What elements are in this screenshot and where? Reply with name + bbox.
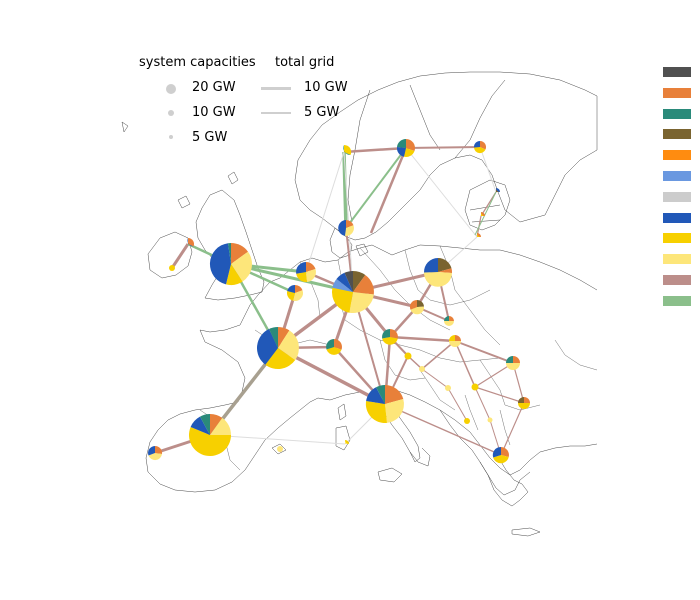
- dc-no-nl: [305, 151, 345, 273]
- line-rs-bg: [474, 386, 525, 404]
- node-hr: [419, 366, 425, 372]
- sweden-border: [347, 84, 441, 223]
- scandinavia-outline: [294, 71, 598, 241]
- carrier-swatch: [663, 191, 691, 202]
- carrier-swatch: [663, 233, 691, 244]
- balkans-coast: [439, 409, 531, 496]
- carrier-swatch: [663, 295, 691, 306]
- node-pie-be: [286, 284, 303, 301]
- line-se-fi: [405, 146, 481, 149]
- node-pie-no: [343, 144, 352, 156]
- node-pie-ie: [187, 237, 195, 247]
- great-britain-outline: [195, 189, 265, 301]
- carrier-swatch: [663, 150, 691, 161]
- carrier-swatch: [663, 129, 691, 140]
- node-pie-hu: [449, 335, 461, 347]
- line-rs-mk: [474, 386, 491, 421]
- node-balearic: [277, 446, 283, 452]
- carrier-swatch: [663, 212, 691, 223]
- dc-es-it: [209, 434, 346, 445]
- node-pie-at: [382, 329, 398, 345]
- line-hu-rs: [454, 340, 476, 388]
- sardinia-outline: [335, 425, 351, 451]
- greece-outline: [479, 459, 529, 507]
- node-pie-pl: [423, 258, 453, 287]
- node-pie-de: [331, 271, 374, 314]
- capacity-marker-20gw: [166, 84, 176, 94]
- scotland-islands: [121, 121, 239, 209]
- node-ni: [169, 265, 175, 271]
- line-hu-ro: [454, 340, 514, 364]
- line-hr-ba: [421, 368, 449, 389]
- node-pie-se: [396, 138, 416, 158]
- node-pie-gr: [492, 446, 509, 464]
- node-pie-ch: [326, 339, 343, 355]
- node-pie-fi: [473, 140, 487, 154]
- finland-border: [454, 79, 506, 159]
- line-at-hu: [389, 335, 456, 343]
- capacities-legend-title: system capacities: [139, 55, 256, 70]
- carrier-swatch: [663, 171, 691, 181]
- line-gb-ie: [170, 243, 190, 269]
- line-it-gr: [384, 403, 502, 456]
- capacity-marker-5gw: [169, 135, 173, 139]
- carrier-swatch: [663, 275, 691, 285]
- grid-label-10gw: 10 GW: [304, 80, 348, 95]
- node-pie-ro: [506, 356, 520, 370]
- node-pie-it: [365, 384, 404, 424]
- capacity-label-5gw: 5 GW: [192, 130, 228, 145]
- dc-lt-se: [405, 147, 478, 238]
- crete-outline: [511, 527, 541, 537]
- node-pie-dk: [338, 220, 354, 236]
- carrier-swatch: [663, 67, 691, 77]
- node-pie-es: [189, 413, 232, 457]
- line-bg-gr: [500, 402, 525, 456]
- corsica-outline: [337, 403, 347, 421]
- carrier-swatch: [663, 87, 691, 98]
- italy-heel: [409, 447, 431, 467]
- ireland-outline: [147, 231, 193, 279]
- grid-marker-5gw: [261, 112, 291, 114]
- line-ba-me: [447, 387, 468, 422]
- balearic-outline: [271, 443, 287, 455]
- dc-ee-fi: [474, 191, 497, 236]
- node-ba: [445, 385, 451, 391]
- capacity-label-20gw: 20 GW: [192, 80, 236, 95]
- grid-label-5gw: 5 GW: [304, 105, 340, 120]
- carrier-swatch: [663, 254, 691, 265]
- node-si: [404, 352, 412, 360]
- node-pie-cz: [409, 299, 425, 315]
- carrier-swatch: [663, 108, 691, 119]
- node-mk: [487, 417, 493, 423]
- node-pie-pt: [148, 445, 163, 461]
- node-pie-bg: [518, 397, 530, 409]
- node-pie-fr: [256, 326, 299, 369]
- line-fi-ee: [479, 146, 497, 193]
- node-pie-gb: [209, 242, 252, 286]
- node-pie-lv: [481, 212, 485, 216]
- node-pie-ee: [496, 188, 500, 192]
- grid-marker-10gw: [261, 87, 291, 90]
- baltic-outline: [464, 179, 511, 231]
- capacity-label-10gw: 10 GW: [192, 105, 236, 120]
- dc-se-dk: [345, 147, 407, 229]
- grid-legend-title: total grid: [275, 55, 335, 70]
- sicily-outline: [377, 467, 403, 483]
- node-pie-nl: [296, 262, 316, 283]
- node-me: [464, 418, 470, 424]
- node-pie-sk: [444, 316, 454, 326]
- line-rs-ro: [474, 362, 514, 388]
- line-hu-hr: [421, 340, 456, 370]
- line-se-dk: [369, 147, 408, 234]
- line-se-no: [343, 146, 407, 154]
- node-pie-sardinia: [345, 440, 349, 444]
- node-pie-lt: [477, 233, 481, 237]
- capacity-marker-10gw: [168, 110, 174, 116]
- node-rs: [471, 383, 479, 391]
